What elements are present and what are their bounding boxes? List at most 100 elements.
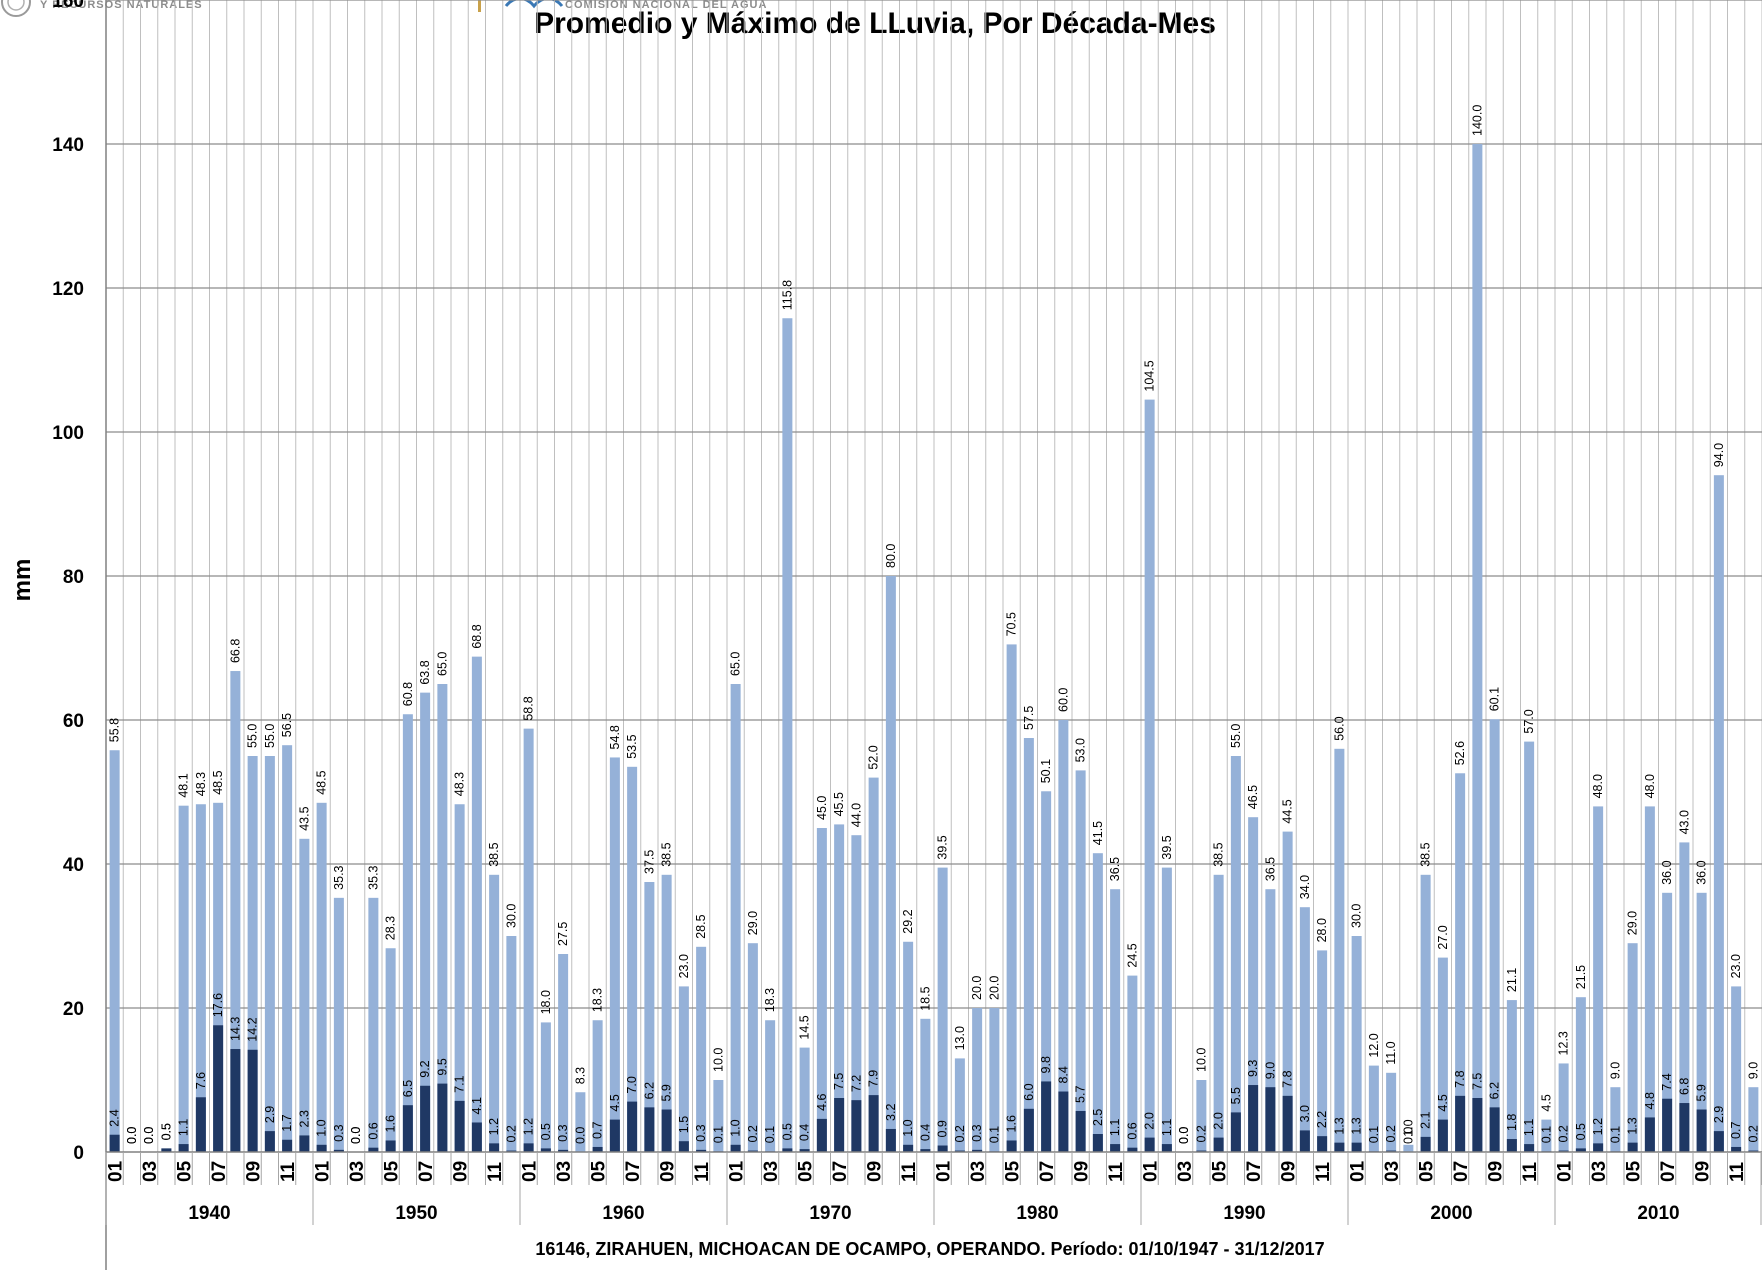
- value-label-promedio: 1.3: [1626, 1117, 1640, 1134]
- month-tick-label: 05: [1417, 1160, 1438, 1182]
- bar-maximo: [1041, 791, 1052, 1152]
- bar-maximo: [1696, 892, 1707, 1152]
- bar-maximo: [506, 936, 517, 1152]
- month-tick-label: 05: [382, 1160, 403, 1182]
- value-label-maximo: 38.5: [487, 842, 501, 866]
- value-label-maximo: 41.5: [1091, 821, 1105, 845]
- value-label-promedio: 4.5: [1436, 1094, 1450, 1111]
- value-label-maximo: 48.3: [194, 772, 208, 796]
- value-label-promedio: 1.7: [280, 1114, 294, 1131]
- month-tick-label: 03: [1175, 1161, 1196, 1182]
- bar-maximo: [1455, 773, 1466, 1152]
- bar-maximo: [523, 728, 534, 1152]
- value-label-maximo: 21.1: [1505, 968, 1519, 992]
- month-tick-label: 03: [1589, 1161, 1610, 1182]
- bar-promedio: [1644, 1117, 1655, 1152]
- bar-maximo: [782, 318, 793, 1152]
- bar-maximo: [661, 874, 672, 1152]
- value-label-promedio: 0.2: [1194, 1125, 1208, 1142]
- agency-logo-text: Y RECURSOS NATURALES: [40, 0, 203, 11]
- bar-promedio: [385, 1140, 396, 1152]
- y-tick-label: 0: [73, 1143, 84, 1164]
- month-tick-label: 03: [140, 1161, 161, 1182]
- bar-promedio: [1265, 1087, 1276, 1152]
- bar-promedio: [558, 1149, 569, 1152]
- value-label-maximo: 20.0: [987, 976, 1001, 1000]
- bar-maximo: [1731, 986, 1742, 1152]
- bar-promedio: [1506, 1139, 1517, 1152]
- month-tick-label: 01: [1348, 1160, 1369, 1182]
- bar-maximo: [1127, 975, 1138, 1152]
- bar-promedio: [437, 1083, 448, 1152]
- value-label-promedio: 6.0: [1022, 1083, 1036, 1100]
- bar-maximo: [1334, 748, 1345, 1152]
- bar-maximo: [627, 766, 638, 1152]
- value-label-promedio: 7.8: [1453, 1070, 1467, 1087]
- bar-maximo: [213, 802, 224, 1152]
- value-label-maximo: 44.5: [1281, 799, 1295, 823]
- bar-maximo: [1386, 1072, 1397, 1152]
- value-label-promedio: 0.5: [159, 1123, 173, 1140]
- value-label-promedio: 7.0: [625, 1076, 639, 1093]
- bar-promedio: [213, 1025, 224, 1152]
- value-label-promedio: 8.4: [1056, 1066, 1070, 1083]
- bar-maximo: [1213, 874, 1224, 1152]
- value-label-maximo: 18.0: [539, 990, 553, 1014]
- bar-maximo: [1662, 892, 1673, 1152]
- bar-maximo: [385, 948, 396, 1152]
- month-tick-label: 01: [1555, 1160, 1576, 1182]
- value-label-promedio: 0.1: [1608, 1126, 1622, 1143]
- bar-maximo: [333, 897, 344, 1152]
- value-label-promedio: 7.1: [453, 1075, 467, 1092]
- bar-maximo: [1506, 1000, 1517, 1152]
- bar-maximo: [540, 1022, 551, 1152]
- bar-promedio: [230, 1049, 241, 1152]
- bar-promedio: [644, 1107, 655, 1152]
- value-label-promedio: 4.5: [608, 1094, 622, 1111]
- value-label-promedio: 0.2: [504, 1125, 518, 1142]
- month-tick-label: 11: [1520, 1161, 1541, 1182]
- bar-maximo: [299, 838, 310, 1152]
- value-label-promedio: 2.4: [108, 1109, 122, 1126]
- bar-promedio: [782, 1148, 793, 1152]
- value-label-promedio: 1.2: [487, 1118, 501, 1135]
- bar-maximo: [920, 1018, 931, 1152]
- value-label-promedio: 0.4: [798, 1124, 812, 1141]
- y-tick-labels: 0 20 40 60 80 100 120 140 160: [52, 0, 84, 1164]
- bar-maximo: [713, 1080, 724, 1152]
- bar-promedio: [540, 1148, 551, 1152]
- month-tick-label: 01: [1141, 1160, 1162, 1182]
- value-label-promedio: 3.0: [1298, 1105, 1312, 1122]
- bar-maximo: [592, 1020, 603, 1152]
- y-tick-label: 100: [52, 423, 84, 444]
- value-label-maximo: 0.0: [1177, 1127, 1191, 1144]
- value-label-promedio: 0.1: [1367, 1126, 1381, 1143]
- value-label-maximo: 14.5: [798, 1015, 812, 1039]
- month-tick-label: 11: [1313, 1161, 1334, 1182]
- value-label-promedio: 6.2: [1488, 1082, 1502, 1099]
- value-label-promedio: 1.1: [1160, 1119, 1174, 1136]
- value-label-promedio: 7.5: [832, 1073, 846, 1090]
- month-tick-label: 11: [899, 1161, 920, 1182]
- value-label-promedio: 1.1: [1108, 1119, 1122, 1136]
- value-label-maximo: 0.0: [142, 1127, 156, 1144]
- month-tick-label: 05: [796, 1160, 817, 1182]
- bar-maximo: [834, 824, 845, 1152]
- bar-promedio: [1437, 1119, 1448, 1152]
- value-label-promedio: 0.3: [332, 1124, 346, 1141]
- month-tick-label: 05: [1003, 1160, 1024, 1182]
- decade-label: 2010: [1637, 1203, 1679, 1224]
- bar-maximo: [1006, 644, 1017, 1152]
- month-tick-label: 09: [451, 1161, 472, 1182]
- value-label-promedio: 7.8: [1281, 1070, 1295, 1087]
- value-label-maximo: 10.0: [711, 1048, 725, 1072]
- value-label-maximo: 36.0: [1695, 860, 1709, 884]
- month-tick-label: 07: [209, 1161, 230, 1182]
- value-label-maximo: 38.5: [1419, 842, 1433, 866]
- value-label-promedio: 0.2: [1384, 1125, 1398, 1142]
- bar-maximo: [1299, 907, 1310, 1152]
- value-label-maximo: 35.3: [332, 865, 346, 889]
- value-label-maximo: 66.8: [228, 639, 242, 663]
- bar-promedio: [1317, 1136, 1328, 1152]
- header-logos: Y RECURSOS NATURALES COMISIÓN NACIONAL D…: [1, 0, 766, 17]
